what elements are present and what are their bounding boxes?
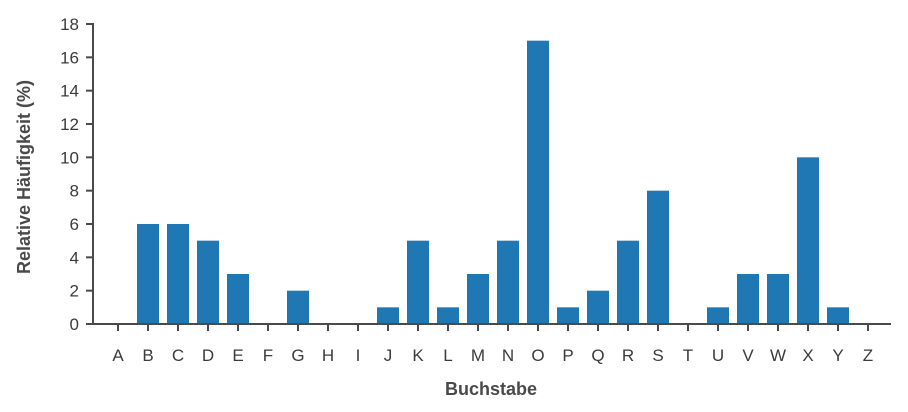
- x-tick-label-P: P: [562, 346, 573, 365]
- bar-Q: [587, 290, 609, 324]
- y-tick-label: 6: [70, 215, 79, 234]
- bar-E: [227, 274, 249, 324]
- x-tick-label-Z: Z: [863, 346, 873, 365]
- y-tick-label: 14: [60, 82, 79, 101]
- bar-R: [617, 240, 639, 324]
- bar-N: [497, 240, 519, 324]
- y-tick-label: 10: [60, 148, 79, 167]
- x-tick-label-F: F: [263, 346, 273, 365]
- x-tick-label-J: J: [384, 346, 393, 365]
- x-tick-label-X: X: [802, 346, 813, 365]
- bar-C: [167, 224, 189, 324]
- x-tick-label-A: A: [112, 346, 124, 365]
- x-tick-label-H: H: [322, 346, 334, 365]
- y-tick-label: 18: [60, 15, 79, 34]
- x-tick-label-T: T: [683, 346, 693, 365]
- bar-K: [407, 240, 429, 324]
- bar-S: [647, 190, 669, 324]
- bar-L: [437, 307, 459, 324]
- y-tick-label: 12: [60, 115, 79, 134]
- bar-M: [467, 274, 489, 324]
- bar-G: [287, 290, 309, 324]
- bar-X: [797, 157, 819, 324]
- y-tick-label: 0: [70, 315, 79, 334]
- y-tick-label: 8: [70, 182, 79, 201]
- x-tick-label-G: G: [291, 346, 304, 365]
- bar-O: [527, 40, 549, 325]
- bar-B: [137, 224, 159, 324]
- bar-P: [557, 307, 579, 324]
- x-tick-label-I: I: [356, 346, 361, 365]
- y-tick-label: 16: [60, 48, 79, 67]
- x-tick-label-B: B: [142, 346, 153, 365]
- x-tick-label-W: W: [770, 346, 786, 365]
- x-tick-label-Y: Y: [832, 346, 843, 365]
- y-axis-title: Relative Häufigkeit (%): [14, 80, 34, 274]
- x-tick-label-V: V: [742, 346, 754, 365]
- bar-W: [767, 274, 789, 324]
- bars: [137, 40, 849, 325]
- bar-U: [707, 307, 729, 324]
- x-tick-label-K: K: [412, 346, 424, 365]
- x-tick-label-M: M: [471, 346, 485, 365]
- x-tick-label-R: R: [622, 346, 634, 365]
- x-tick-label-E: E: [232, 346, 243, 365]
- x-tick-label-O: O: [531, 346, 544, 365]
- bar-J: [377, 307, 399, 324]
- bar-D: [197, 240, 219, 324]
- x-tick-label-D: D: [202, 346, 214, 365]
- bar-V: [737, 274, 759, 324]
- x-tick-label-N: N: [502, 346, 514, 365]
- y-tick-label: 4: [70, 248, 79, 267]
- x-axis-title: Buchstabe: [445, 379, 537, 399]
- y-ticks: 0 2 4 6 8 10 12 14 16 18: [60, 15, 93, 334]
- x-tick-label-U: U: [712, 346, 724, 365]
- x-tick-label-C: C: [172, 346, 184, 365]
- y-tick-label: 2: [70, 282, 79, 301]
- x-tick-label-S: S: [652, 346, 663, 365]
- bar-Y: [827, 307, 849, 324]
- x-tick-label-Q: Q: [591, 346, 604, 365]
- x-tick-label-L: L: [443, 346, 452, 365]
